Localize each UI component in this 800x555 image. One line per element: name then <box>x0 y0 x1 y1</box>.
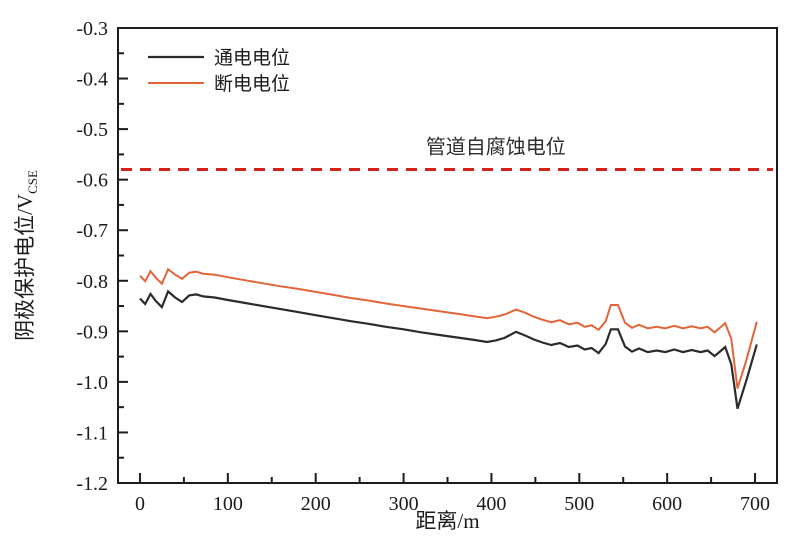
y-axis-title-main: 阴极保护电位/V <box>13 194 37 341</box>
x-axis-tick-label: 300 <box>389 493 419 515</box>
x-axis-title: 距离/m <box>415 509 479 533</box>
x-axis-tick-label: 400 <box>476 493 506 515</box>
y-axis-tick-label: -0.3 <box>76 18 108 40</box>
y-axis-tick-label: -1.1 <box>76 422 108 444</box>
y-axis-title-subscript: CSE <box>25 170 40 194</box>
x-axis-tick-label: 0 <box>135 493 145 515</box>
plot-frame <box>117 27 778 484</box>
y-axis-tick-label: -1.2 <box>76 473 108 495</box>
y-axis-title: 阴极保护电位/VCSE <box>13 170 40 341</box>
reference-line-label: 管道自腐蚀电位 <box>426 136 566 159</box>
series-line-off-potential <box>139 267 758 389</box>
legend-label-on-potential: 通电电位 <box>214 47 290 69</box>
x-axis-tick-label: 600 <box>652 493 682 515</box>
y-axis-tick-label: -0.7 <box>76 220 108 242</box>
y-axis-tick-label: -0.5 <box>76 119 108 141</box>
x-axis-tick-label: 200 <box>301 493 331 515</box>
y-axis-tick-label: -0.9 <box>76 321 108 343</box>
x-axis-tick-label: 700 <box>740 493 770 515</box>
y-axis-tick-label: -0.4 <box>76 69 108 91</box>
y-axis-tick-label: -1.0 <box>76 372 108 394</box>
x-axis-tick-label: 100 <box>213 493 243 515</box>
legend-label-off-potential: 断电电位 <box>214 73 290 95</box>
x-axis-tick-label: 500 <box>564 493 594 515</box>
series-line-on-potential <box>139 289 758 410</box>
y-axis-tick-label: -0.6 <box>76 170 108 192</box>
y-axis-tick-label: -0.8 <box>76 271 108 293</box>
